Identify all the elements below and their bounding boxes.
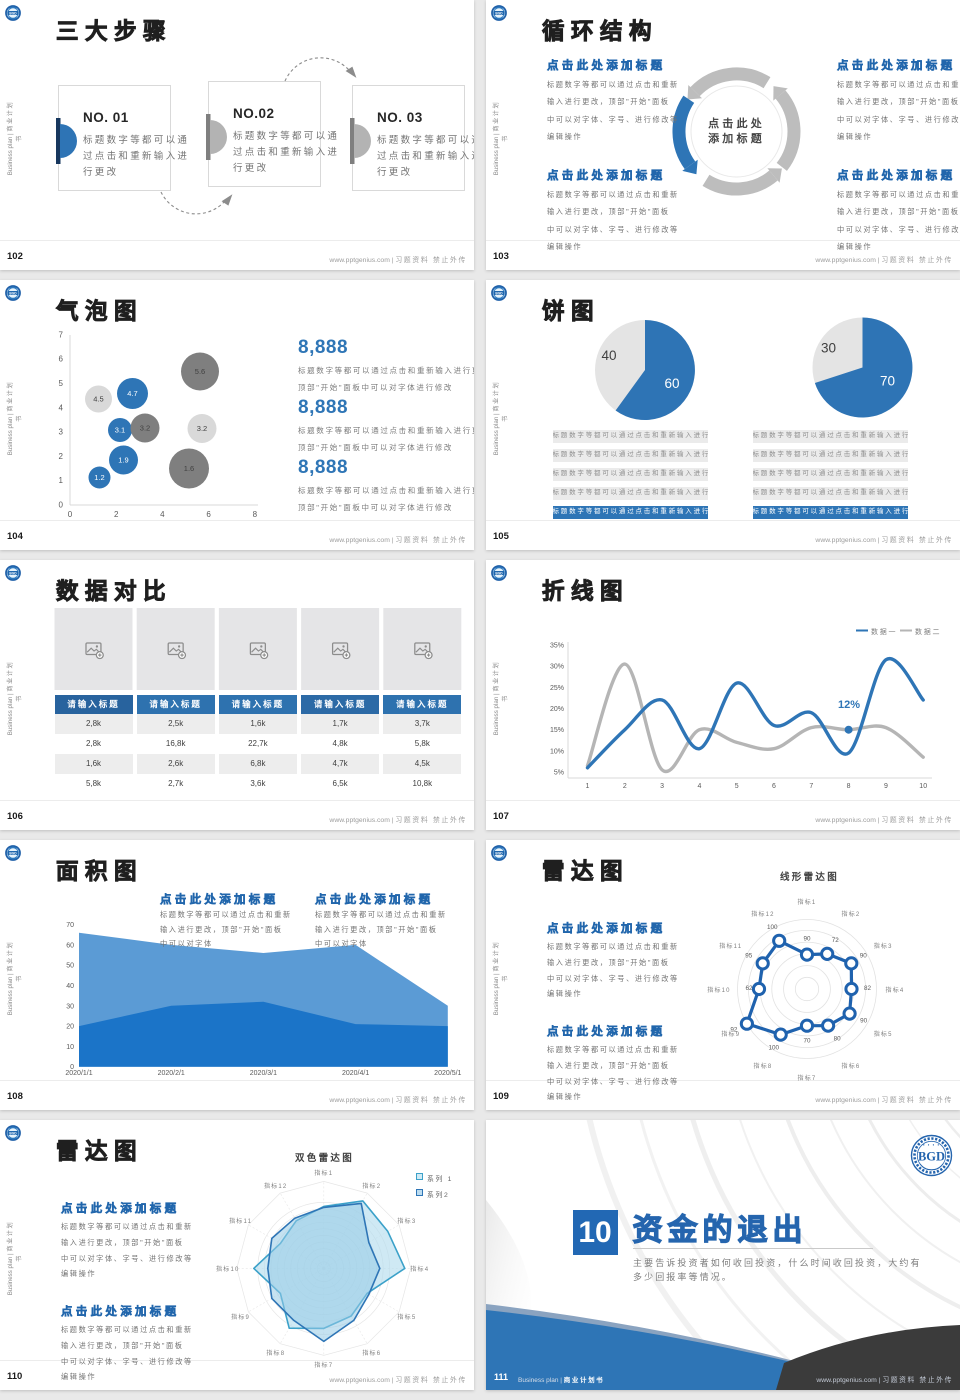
svg-text:0: 0 (68, 510, 73, 519)
svg-text:2020/5/1: 2020/5/1 (434, 1070, 461, 1077)
svg-text:BGD: BGD (9, 1131, 17, 1135)
svg-text:8: 8 (847, 783, 851, 790)
svg-text:40: 40 (66, 983, 74, 990)
svg-text:70: 70 (66, 922, 74, 929)
svg-text:10%: 10% (550, 748, 564, 755)
svg-text:92: 92 (730, 1027, 738, 1034)
svg-text:30: 30 (66, 1003, 74, 1010)
svg-text:90: 90 (860, 952, 868, 959)
svg-text:2020/4/1: 2020/4/1 (342, 1070, 369, 1077)
svg-text:3.2: 3.2 (140, 424, 150, 433)
svg-text:82: 82 (864, 985, 872, 992)
svg-text:62: 62 (745, 985, 753, 992)
svg-text:10: 10 (919, 783, 927, 790)
svg-text:30%: 30% (550, 664, 564, 671)
svg-text:BGD: BGD (9, 571, 17, 575)
svg-text:100: 100 (768, 1045, 779, 1052)
svg-text:BGD: BGD (495, 11, 503, 15)
svg-text:BGD: BGD (9, 851, 17, 855)
svg-text:2020/1/1: 2020/1/1 (65, 1070, 92, 1077)
svg-text:BGD: BGD (9, 291, 17, 295)
svg-text:4: 4 (160, 510, 165, 519)
svg-text:25%: 25% (550, 685, 564, 692)
svg-text:4: 4 (59, 403, 64, 412)
svg-text:5%: 5% (554, 770, 564, 777)
svg-text:2: 2 (59, 452, 64, 461)
svg-text:6: 6 (772, 783, 776, 790)
svg-text:20%: 20% (550, 706, 564, 713)
svg-text:BGD: BGD (918, 1150, 945, 1164)
svg-text:6: 6 (59, 355, 64, 364)
svg-text:20: 20 (66, 1024, 74, 1031)
svg-text:BGD: BGD (495, 291, 503, 295)
svg-text:4.7: 4.7 (127, 389, 137, 398)
svg-text:3.2: 3.2 (197, 424, 207, 433)
svg-text:35%: 35% (550, 643, 564, 650)
svg-text:9: 9 (884, 783, 888, 790)
svg-text:30: 30 (821, 341, 836, 356)
svg-text:6: 6 (206, 510, 211, 519)
svg-text:1: 1 (586, 783, 590, 790)
svg-text:72: 72 (832, 937, 840, 944)
svg-text:BGD: BGD (495, 851, 503, 855)
svg-text:50: 50 (66, 963, 74, 970)
svg-text:3: 3 (59, 428, 64, 437)
svg-text:1.9: 1.9 (118, 456, 128, 465)
svg-text:90: 90 (803, 936, 811, 943)
svg-text:8: 8 (253, 510, 258, 519)
svg-text:0: 0 (59, 501, 64, 510)
svg-text:60: 60 (664, 376, 679, 391)
svg-text:5: 5 (59, 379, 64, 388)
svg-text:BGD: BGD (495, 571, 503, 575)
svg-text:70: 70 (880, 374, 895, 389)
svg-text:40: 40 (601, 348, 616, 363)
svg-text:2: 2 (623, 783, 627, 790)
svg-text:95: 95 (745, 952, 753, 959)
svg-text:5: 5 (735, 783, 739, 790)
svg-text:7: 7 (59, 330, 64, 339)
svg-text:2020/3/1: 2020/3/1 (250, 1070, 277, 1077)
svg-text:60: 60 (66, 942, 74, 949)
svg-text:7: 7 (809, 783, 813, 790)
svg-text:0: 0 (70, 1064, 74, 1071)
svg-text:4: 4 (697, 783, 701, 790)
svg-text:10: 10 (66, 1044, 74, 1051)
svg-text:3: 3 (660, 783, 664, 790)
svg-text:90: 90 (860, 1018, 868, 1025)
svg-text:1.6: 1.6 (184, 464, 194, 473)
svg-text:2: 2 (114, 510, 119, 519)
svg-text:4.5: 4.5 (93, 395, 103, 404)
svg-text:70: 70 (803, 1038, 811, 1045)
svg-text:• • • •: • • • • (923, 1143, 940, 1148)
svg-text:1.2: 1.2 (94, 473, 104, 482)
svg-text:3.1: 3.1 (115, 426, 125, 435)
svg-text:12%: 12% (838, 699, 860, 711)
svg-text:BGD: BGD (9, 11, 17, 15)
svg-text:5.6: 5.6 (195, 367, 205, 376)
svg-text:2020/2/1: 2020/2/1 (158, 1070, 185, 1077)
svg-text:1: 1 (59, 476, 64, 485)
svg-text:100: 100 (767, 924, 778, 931)
svg-text:15%: 15% (550, 727, 564, 734)
svg-text:80: 80 (834, 1036, 842, 1043)
